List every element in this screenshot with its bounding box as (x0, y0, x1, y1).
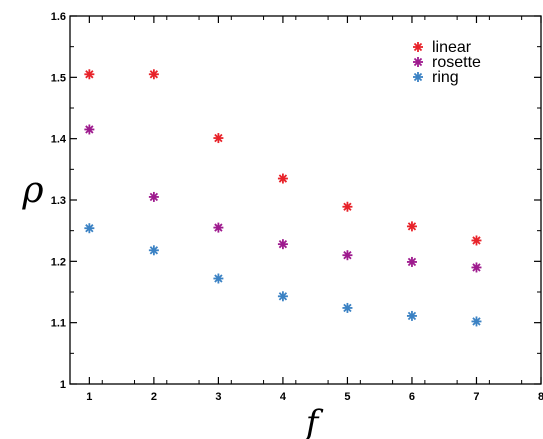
legend-label-ring: ring (432, 69, 459, 86)
data-point-linear (471, 235, 482, 246)
data-point-linear (406, 221, 417, 232)
x-tick-label: 6 (409, 391, 415, 403)
x-axis-label: f (303, 403, 324, 439)
y-tick-label: 1.6 (51, 11, 66, 23)
x-tick-label: 5 (344, 391, 350, 403)
y-tick-label: 1.1 (51, 318, 66, 330)
data-point-ring (213, 273, 224, 284)
data-points (84, 69, 482, 327)
data-point-rosette (213, 222, 224, 233)
data-point-ring (406, 310, 417, 321)
data-point-linear (84, 69, 95, 80)
axis-ticks (70, 15, 542, 385)
x-tick-label: 2 (151, 391, 157, 403)
x-tick-label: 7 (473, 391, 479, 403)
data-point-linear (148, 69, 159, 80)
data-point-ring (277, 291, 288, 302)
y-tick-label: 1 (60, 379, 66, 391)
x-tick-label: 4 (280, 391, 287, 403)
data-point-rosette (406, 256, 417, 267)
data-point-linear (342, 201, 353, 212)
data-point-rosette (342, 250, 353, 261)
data-point-ring (148, 245, 159, 256)
legend-marker-ring (413, 72, 423, 82)
data-point-rosette (148, 191, 159, 202)
y-tick-label: 1.3 (51, 195, 66, 207)
data-point-rosette (84, 124, 95, 135)
y-tick-label: 1.4 (51, 134, 67, 146)
legend-label-rosette: rosette (432, 54, 481, 71)
data-point-rosette (471, 262, 482, 273)
data-point-ring (471, 316, 482, 327)
data-point-ring (342, 302, 353, 313)
y-tick-label: 1.5 (51, 72, 66, 84)
data-point-rosette (277, 239, 288, 250)
y-tick-label: 1.2 (51, 256, 66, 268)
x-tick-label: 8 (538, 391, 543, 403)
x-tick-label: 1 (86, 391, 92, 403)
data-point-linear (277, 173, 288, 184)
data-point-linear (213, 133, 224, 144)
y-axis-label: ρ (21, 170, 43, 211)
data-point-ring (84, 223, 95, 234)
x-tick-label: 3 (215, 391, 221, 403)
tick-labels: 1 2 3 4 5 6 7 8 1 1.1 1.2 1.3 1.4 1.5 1.6 (51, 11, 543, 403)
legend-marker-linear (413, 42, 423, 52)
plot-frame (69, 15, 542, 385)
legend-label-linear: linear (432, 39, 472, 56)
legend-marker-rosette (413, 57, 423, 67)
